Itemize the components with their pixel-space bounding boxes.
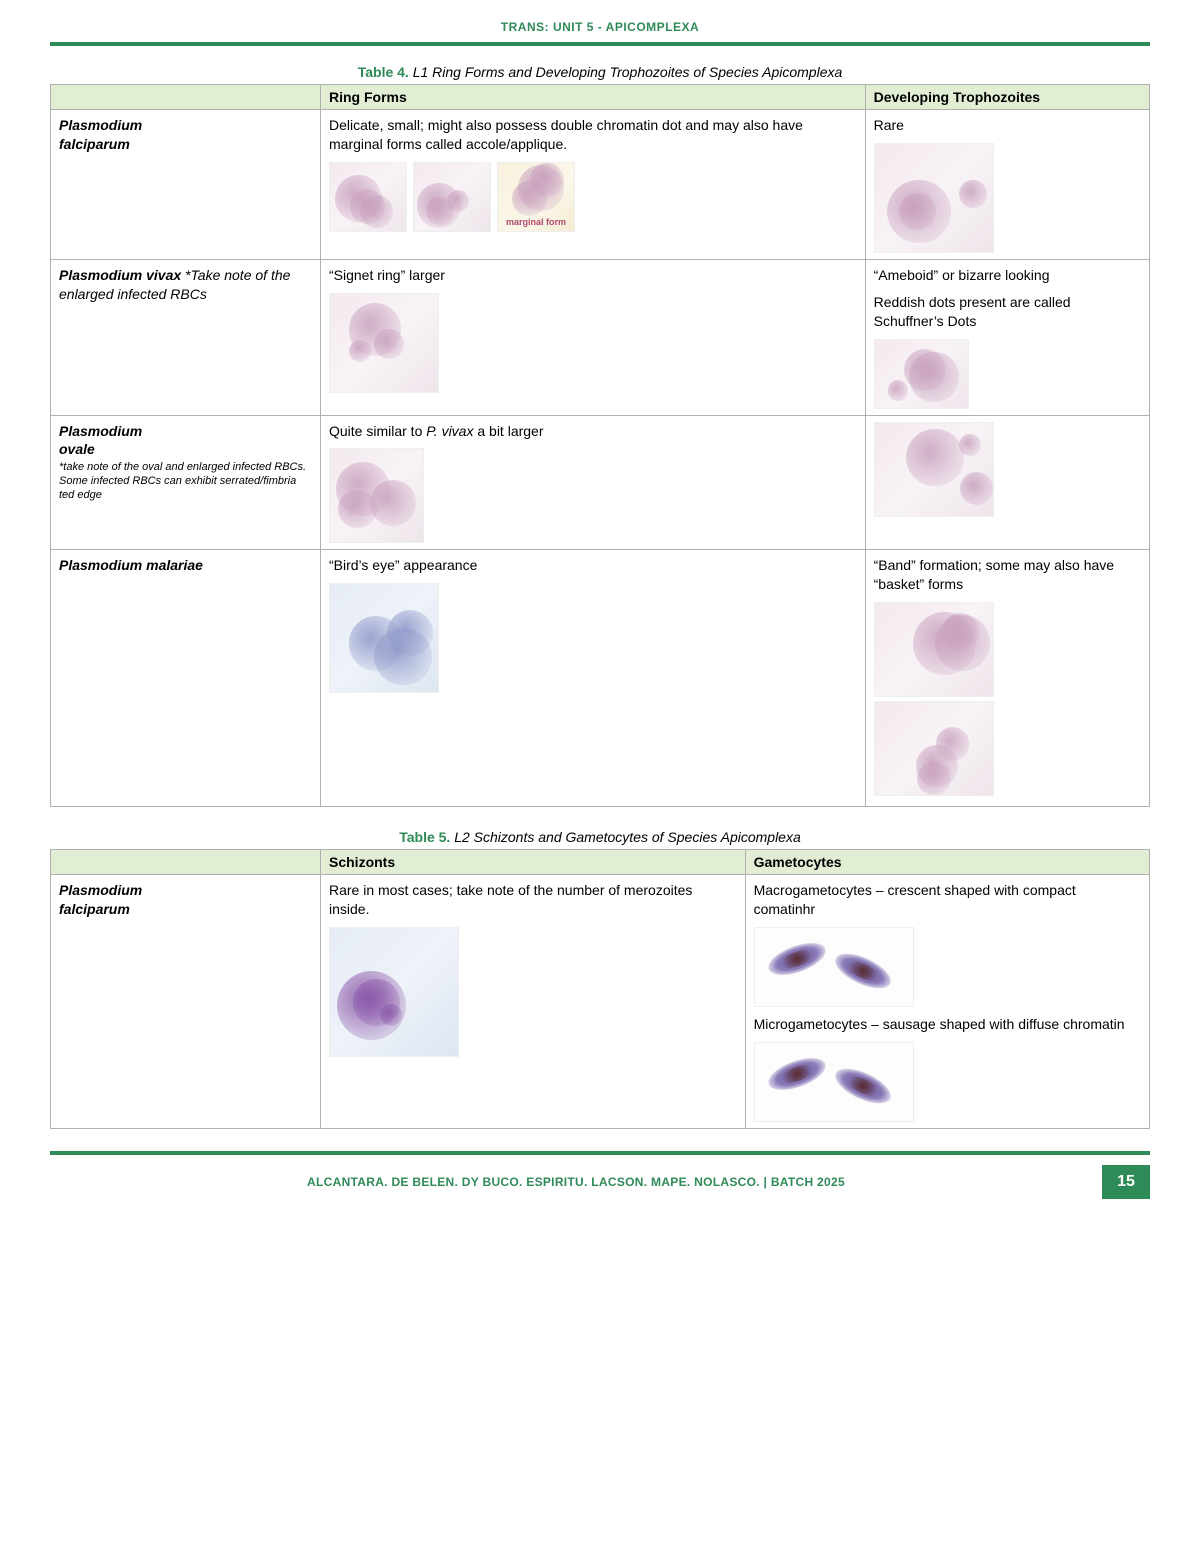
page-header: TRANS: UNIT 5 - APICOMPLEXA [50, 20, 1150, 42]
table5-head-blank [51, 850, 321, 875]
table4: Ring Forms Developing Trophozoites Plasm… [50, 84, 1150, 807]
table4-caption: Table 4. L1 Ring Forms and Developing Tr… [50, 64, 1150, 80]
table-row: Plasmodium malariae“Bird’s eye” appearan… [51, 550, 1150, 807]
troph-cell: “Ameboid” or bizarre lookingReddish dots… [865, 259, 1149, 415]
cell-image [874, 602, 994, 697]
cell-image [874, 339, 969, 409]
cell-image [329, 448, 424, 543]
footer-rule [50, 1151, 1150, 1155]
cell-image [874, 701, 994, 796]
page-number: 15 [1102, 1165, 1150, 1199]
troph-cell: “Band” formation; some may also have “ba… [865, 550, 1149, 807]
table-row: PlasmodiumfalciparumDelicate, small; mig… [51, 110, 1150, 260]
species-cell: Plasmodiumfalciparum [51, 875, 321, 1129]
cell-image [874, 143, 994, 253]
cell-image [413, 162, 491, 232]
table4-head-blank [51, 85, 321, 110]
cell-image [329, 162, 407, 232]
species-cell: Plasmodium malariae [51, 550, 321, 807]
schizont-cell: Rare in most cases; take note of the num… [321, 875, 746, 1129]
cell-image [754, 1042, 914, 1122]
table5-label: Table 5. [399, 829, 450, 845]
species-cell: Plasmodium vivax *Take note of the enlar… [51, 259, 321, 415]
table5-head-sch: Schizonts [321, 850, 746, 875]
table5-head-gam: Gametocytes [745, 850, 1149, 875]
species-cell: Plasmodiumfalciparum [51, 110, 321, 260]
ring-cell: Quite similar to P. vivax a bit larger [321, 415, 866, 550]
cell-image [329, 583, 439, 693]
cell-image: marginal form [497, 162, 575, 232]
ring-cell: Delicate, small; might also possess doub… [321, 110, 866, 260]
ring-cell: “Signet ring” larger [321, 259, 866, 415]
header-rule [50, 42, 1150, 46]
ring-cell: “Bird’s eye” appearance [321, 550, 866, 807]
cell-image [874, 422, 994, 517]
table4-label: Table 4. [358, 64, 409, 80]
troph-cell [865, 415, 1149, 550]
cell-image [754, 927, 914, 1007]
troph-cell: Rare [865, 110, 1149, 260]
table-row: Plasmodium vivax *Take note of the enlar… [51, 259, 1150, 415]
species-cell: Plasmodiumovale*take note of the oval an… [51, 415, 321, 550]
table-row: Plasmodiumovale*take note of the oval an… [51, 415, 1150, 550]
table4-head-ring: Ring Forms [321, 85, 866, 110]
table5-caption: Table 5. L2 Schizonts and Gametocytes of… [50, 829, 1150, 845]
table4-head-troph: Developing Trophozoites [865, 85, 1149, 110]
cell-image [329, 293, 439, 393]
cell-image [329, 927, 459, 1057]
table4-title: L1 Ring Forms and Developing Trophozoite… [413, 64, 843, 80]
table5: Schizonts Gametocytes Plasmodiumfalcipar… [50, 849, 1150, 1129]
page-footer: ALCANTARA. DE BELEN. DY BUCO. ESPIRITU. … [50, 1151, 1150, 1199]
footer-text: ALCANTARA. DE BELEN. DY BUCO. ESPIRITU. … [50, 1165, 1102, 1199]
table5-title: L2 Schizonts and Gametocytes of Species … [454, 829, 801, 845]
table-row: PlasmodiumfalciparumRare in most cases; … [51, 875, 1150, 1129]
gametocyte-cell: Macrogametocytes – crescent shaped with … [745, 875, 1149, 1129]
